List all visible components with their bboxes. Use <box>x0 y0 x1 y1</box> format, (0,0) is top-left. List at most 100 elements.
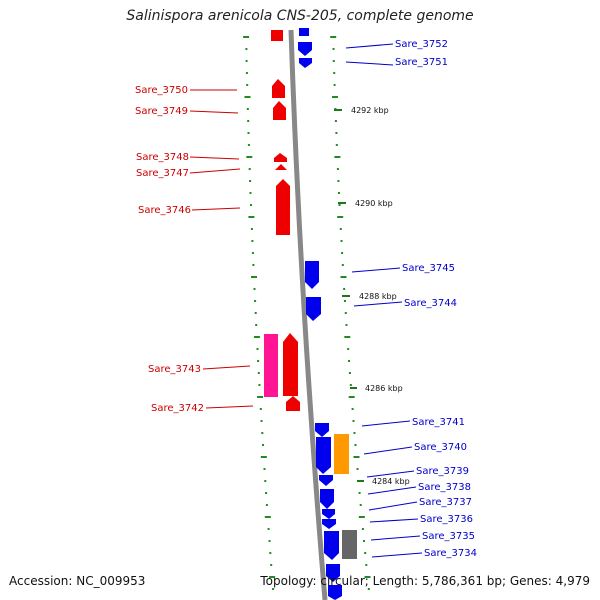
gc-mark-right <box>335 144 338 146</box>
gene-label-sare-3734[interactable]: Sare_3734 <box>424 548 477 559</box>
gc-mark-left <box>248 216 255 218</box>
gene-label-sare-3752[interactable]: Sare_3752 <box>395 39 448 50</box>
gene-sare-3737[interactable] <box>322 509 335 519</box>
gene-label-sare-3741[interactable]: Sare_3741 <box>412 417 465 428</box>
gc-mark-left <box>249 180 252 182</box>
gc-mark-right <box>335 132 338 134</box>
gc-mark-left <box>268 540 271 542</box>
gc-mark-left <box>246 156 253 158</box>
gc-mark-right <box>340 276 347 278</box>
gene-sare-3748[interactable] <box>274 153 287 162</box>
gene-sare-3738[interactable] <box>320 489 334 509</box>
kbp-label-4288: 4288 kbp <box>359 292 397 301</box>
gene-sare-3742-a[interactable] <box>283 333 298 396</box>
gc-mark-right <box>358 516 365 518</box>
gc-mark-right <box>356 468 359 470</box>
map-title: Salinispora arenicola CNS-205, complete … <box>126 8 474 24</box>
gc-mark-right <box>338 192 340 194</box>
gene-sare-3734[interactable] <box>326 564 340 582</box>
gene-sare-3736[interactable] <box>322 519 336 529</box>
gc-mark-left <box>267 528 270 530</box>
gc-mark-left <box>257 396 264 398</box>
gene-sare-3749[interactable] <box>273 101 286 120</box>
gene-label-sare-3748[interactable]: Sare_3748 <box>136 152 189 163</box>
gc-mark-left <box>262 444 264 446</box>
forward-genes <box>264 30 300 411</box>
gc-mark-right <box>361 528 364 530</box>
gc-mark-left <box>248 168 251 170</box>
gene-label-sare-3744[interactable]: Sare_3744 <box>404 298 457 309</box>
gene-label-sare-3742[interactable]: Sare_3742 <box>151 403 204 414</box>
gc-mark-left <box>260 420 263 422</box>
gc-mark-left <box>247 132 250 134</box>
gene-label-sare-3751[interactable]: Sare_3751 <box>395 57 448 68</box>
gene-sare-3745[interactable] <box>305 261 319 289</box>
topology-text: Topology: circular; Length: 5,786,361 bp… <box>260 574 590 588</box>
gene-label-sare-3737[interactable]: Sare_3737 <box>419 497 472 508</box>
gene-label-sare-3740[interactable]: Sare_3740 <box>414 442 467 453</box>
gene-sare-3750[interactable] <box>272 79 285 98</box>
gc-mark-left <box>264 480 267 482</box>
gene-label-sare-3738[interactable]: Sare_3738 <box>418 482 471 493</box>
gc-mark-right <box>364 552 367 554</box>
gene-sare-3752[interactable] <box>298 42 312 56</box>
gc-mark-left <box>257 360 260 362</box>
gc-mark-left <box>272 588 275 590</box>
gc-mark-left <box>250 228 253 230</box>
gene-bottom-blue[interactable] <box>328 585 342 600</box>
gc-mark-left <box>246 108 249 110</box>
gene-label-sare-3736[interactable]: Sare_3736 <box>420 514 473 525</box>
gene-sare-3744[interactable] <box>306 297 321 321</box>
gc-mark-left <box>250 204 252 206</box>
gc-mark-right <box>358 492 361 494</box>
gene-label-sare-3743[interactable]: Sare_3743 <box>148 364 201 375</box>
right-gene-labels: Sare_3752 Sare_3751 Sare_3745 Sare_3744 … <box>395 39 477 559</box>
kbp-label-4290: 4290 kbp <box>355 199 393 208</box>
gene-sare-3747[interactable] <box>275 164 287 170</box>
gc-mark-left <box>253 288 256 290</box>
gc-mark-left <box>247 120 250 122</box>
gc-mark-left <box>245 72 248 74</box>
gc-mark-left <box>265 504 268 506</box>
gene-sare-3739[interactable] <box>319 475 333 486</box>
gene-sare-3743[interactable] <box>264 334 278 397</box>
gene-sare-3742[interactable] <box>286 396 300 411</box>
gene-label-sare-3745[interactable]: Sare_3745 <box>402 263 455 274</box>
gene-sare-3740-blue[interactable] <box>316 437 331 474</box>
gc-mark-right <box>344 312 347 314</box>
gene-label-sare-3750[interactable]: Sare_3750 <box>135 85 188 96</box>
gc-mark-right <box>367 588 370 590</box>
gc-mark-left <box>254 300 257 302</box>
gene-label-sare-3739[interactable]: Sare_3739 <box>416 466 469 477</box>
gene-sare-3746[interactable] <box>276 179 290 235</box>
gene-top-red[interactable] <box>271 30 283 41</box>
gc-mark-right <box>345 324 348 326</box>
gc-mark-right <box>332 48 335 50</box>
gc-mark-left <box>265 492 268 494</box>
gc-mark-right <box>343 288 346 290</box>
gene-top-blue[interactable] <box>299 28 309 36</box>
gene-sare-3751[interactable] <box>299 58 312 68</box>
gc-mark-right <box>363 540 365 542</box>
gc-mark-right <box>339 228 342 230</box>
gene-label-sare-3747[interactable]: Sare_3747 <box>136 168 189 179</box>
gc-mark-right <box>337 180 340 182</box>
gene-label-sare-3735[interactable]: Sare_3735 <box>422 531 475 542</box>
gene-sare-3740[interactable] <box>334 434 349 474</box>
gene-sare-3735-blue[interactable] <box>324 531 339 560</box>
gc-mark-left <box>269 576 276 578</box>
gc-mark-left <box>259 408 262 410</box>
gc-mark-left <box>264 516 271 518</box>
gc-mark-right <box>334 120 337 122</box>
gc-mark-right <box>333 72 336 74</box>
gc-mark-right <box>353 432 356 434</box>
gc-mark-right <box>341 252 344 254</box>
right-callout-lines <box>345 43 423 558</box>
gene-label-sare-3749[interactable]: Sare_3749 <box>135 106 188 117</box>
gene-label-sare-3746[interactable]: Sare_3746 <box>138 205 191 216</box>
gc-mark-left <box>252 264 255 266</box>
gc-mark-right <box>332 96 338 98</box>
gc-mark-left <box>251 252 254 254</box>
gene-sare-3735[interactable] <box>342 530 357 559</box>
gene-sare-3741[interactable] <box>315 423 329 437</box>
